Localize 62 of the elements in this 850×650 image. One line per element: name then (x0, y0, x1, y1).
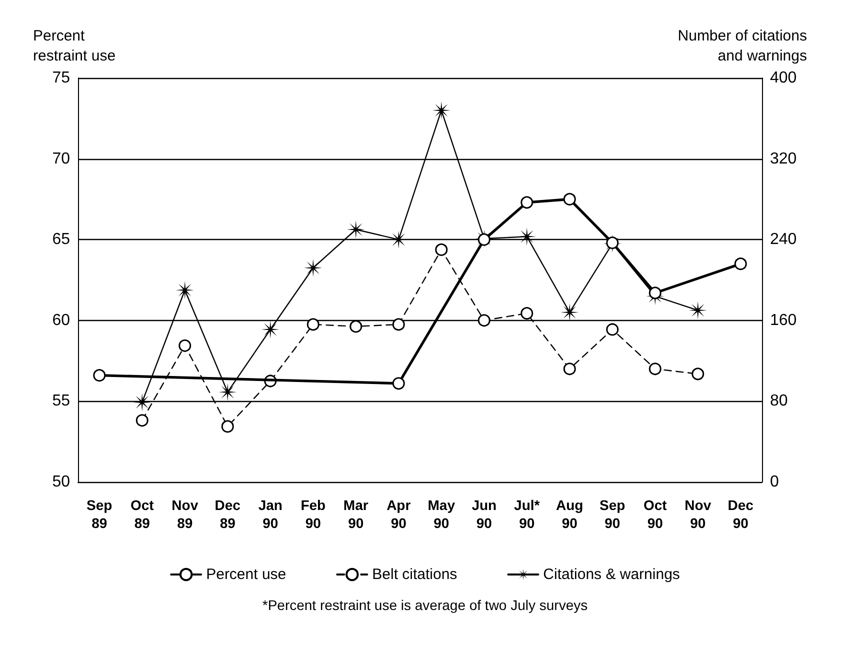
point (648, 362, 662, 376)
point (518, 228, 536, 246)
y2-tick-label: 80 (770, 392, 788, 410)
point (350, 320, 362, 333)
y2-tick-label: 240 (770, 231, 797, 248)
x-tick-label: Apr 90 (386, 497, 412, 531)
x-tick-label: Oct 89 (130, 497, 154, 531)
legend-label: Citations & warnings (543, 566, 680, 583)
point (734, 258, 747, 270)
y-tick-label: 75 (52, 70, 70, 86)
point (563, 362, 576, 376)
point (520, 307, 534, 320)
point (688, 301, 707, 320)
point (520, 196, 534, 209)
point (221, 420, 234, 433)
point (218, 383, 237, 402)
x-tick-label: Mar 90 (343, 497, 369, 531)
point (261, 320, 280, 338)
point (432, 101, 450, 120)
y-axis-title: Percent restraint use (33, 28, 116, 64)
legend-label: Belt citations (372, 566, 458, 583)
x-tick-label: Jul* 90 (514, 497, 540, 531)
y-tick-label: 70 (52, 150, 70, 168)
y-tick-label: 55 (52, 392, 70, 410)
y2-tick-label: 0 (770, 474, 779, 490)
point (93, 369, 106, 382)
y-tick-label: 50 (52, 474, 70, 490)
y2-tick-label: 320 (770, 150, 797, 168)
x-tick-label: Oct 90 (643, 497, 668, 531)
x-tick-label: Jan 90 (258, 497, 282, 531)
point (176, 281, 194, 300)
x-tick-label: Jun 90 (472, 497, 497, 531)
y2-axis-title: Number of citations and warnings (678, 28, 807, 64)
point (346, 220, 365, 238)
x-tick-label: Dec 89 (214, 497, 241, 531)
legend-label: Percent use (206, 566, 286, 583)
y2-tick-label: 160 (770, 312, 797, 329)
x-tick-label: Dec 90 (728, 497, 754, 531)
x-tick-label: Sep 90 (600, 497, 626, 531)
y-tick-label: 60 (52, 312, 70, 329)
x-tick-label: Nov 90 (684, 497, 712, 531)
x-tick-label: Sep 89 (86, 497, 112, 531)
point (478, 314, 490, 327)
point (560, 303, 579, 322)
x-tick-label: May 90 (428, 497, 456, 531)
y2-tick-label: 400 (770, 70, 797, 86)
point (606, 323, 619, 336)
text: *Percent restraint use is average of two July surveys (262, 597, 588, 613)
point (136, 414, 148, 427)
point (692, 368, 704, 380)
point (563, 192, 576, 206)
point (304, 258, 322, 277)
x-tick-label: Feb 90 (300, 497, 326, 531)
point (306, 318, 320, 331)
point (392, 318, 405, 331)
point (178, 339, 192, 352)
x-tick-label: Nov 89 (172, 497, 198, 531)
point (435, 243, 448, 256)
y-tick-label: 65 (52, 231, 70, 248)
point (392, 377, 405, 390)
point (133, 393, 152, 412)
x-tick-label: Aug 90 (556, 497, 584, 531)
